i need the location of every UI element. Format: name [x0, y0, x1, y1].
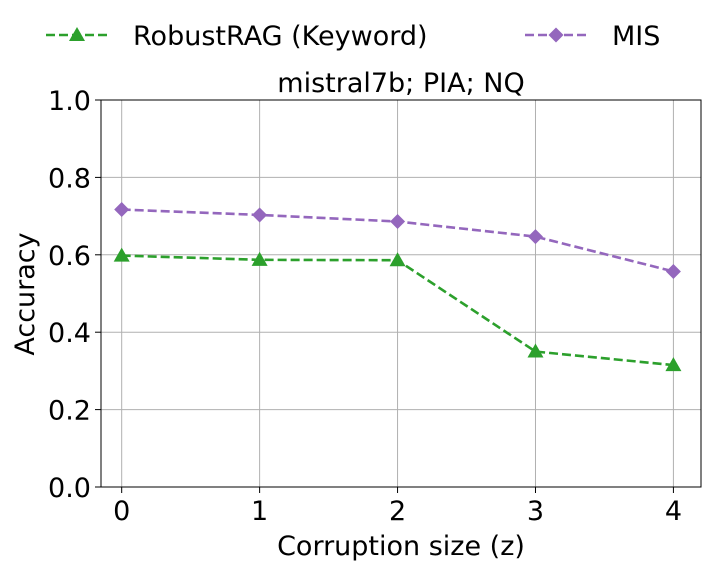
y-tick-label: 0.0: [48, 473, 91, 504]
legend-label-mis: MIS: [612, 21, 660, 52]
x-tick-label: 2: [389, 496, 406, 527]
legend-label-robustrag-keyword: RobustRAG (Keyword): [133, 21, 428, 52]
chart-title: mistral7b; PIA; NQ: [277, 68, 524, 99]
y-tick-label: 0.2: [48, 396, 91, 427]
y-tick-label: 0.4: [48, 318, 91, 349]
data-point-robustrag-keyword: [113, 247, 130, 262]
legend-marker-mis: [548, 27, 564, 43]
y-tick-label: 1.0: [48, 86, 91, 117]
x-axis-label: Corruption size (z): [277, 531, 525, 562]
y-tick-label: 0.6: [48, 241, 91, 272]
grid-layer: [101, 99, 701, 488]
x-tick-label: 1: [251, 496, 268, 527]
x-tick-label: 0: [113, 496, 130, 527]
data-point-robustrag-keyword: [251, 251, 268, 266]
x-tick-label: 3: [527, 496, 544, 527]
data-point-mis: [390, 214, 406, 230]
axes-layer: 0 1 2 3 4 0.0 0.2 0.4 0.6 0.8 1.0: [48, 86, 702, 527]
y-tick-label: 0.8: [48, 163, 91, 194]
x-tick-label: 4: [665, 496, 682, 527]
data-point-mis: [527, 229, 543, 245]
series-layer: [113, 202, 682, 372]
y-axis-label: Accuracy: [10, 232, 41, 355]
legend-marker-robustrag-keyword: [69, 27, 85, 41]
data-point-mis: [114, 202, 130, 218]
data-point-mis: [665, 263, 681, 279]
legend-layer: RobustRAG (Keyword) MIS: [46, 21, 660, 52]
data-point-mis: [252, 207, 268, 223]
plot-frame: [100, 99, 702, 488]
data-point-robustrag-keyword: [665, 357, 682, 372]
data-point-robustrag-keyword: [389, 252, 406, 267]
data-point-robustrag-keyword: [527, 343, 544, 358]
